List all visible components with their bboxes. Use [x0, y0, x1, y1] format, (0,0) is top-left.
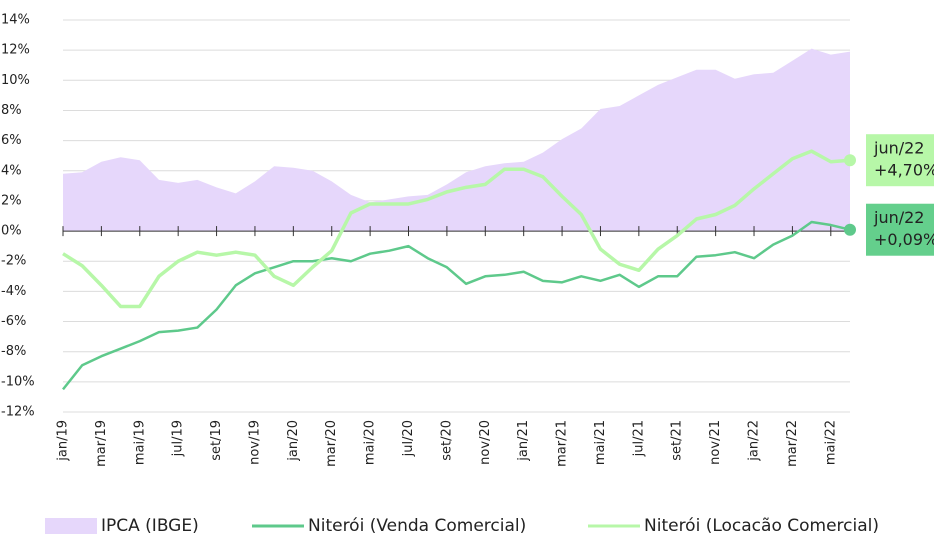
x-tick-label: jul/19	[171, 420, 186, 457]
end-label: +0,09%	[874, 230, 934, 249]
y-tick-label: 12%	[1, 43, 30, 58]
y-tick-label: 6%	[1, 133, 22, 148]
end-point	[844, 223, 856, 236]
y-tick-label: 4%	[1, 163, 22, 178]
y-tick-label: -2%	[1, 254, 26, 269]
y-tick-label: -4%	[1, 284, 26, 299]
x-tick-label: nov/21	[708, 420, 723, 465]
x-tick-label: mai/22	[823, 420, 838, 465]
x-tick-label: nov/19	[247, 420, 262, 465]
legend: IPCA (IBGE) Niterói (Venda Comercial) Nite…	[45, 516, 879, 534]
x-tick-label: set/20	[439, 420, 454, 461]
x-tick-label: mar/21	[555, 420, 570, 467]
end-label: +4,70%	[874, 161, 934, 180]
y-tick-label: -10%	[1, 374, 35, 389]
x-tick-label: jan/19	[56, 420, 71, 462]
x-tick-label: nov/20	[478, 420, 493, 465]
legend-label: IPCA (IBGE)	[101, 516, 199, 534]
x-tick-label: mai/21	[593, 420, 608, 465]
y-tick-label: -12%	[1, 405, 35, 420]
area	[63, 48, 850, 232]
y-tick-label: 10%	[1, 73, 30, 88]
line	[62, 149, 851, 309]
end-label: jun/22	[873, 208, 924, 227]
y-tick-label: -8%	[1, 344, 26, 359]
x-tick-label: mai/19	[132, 420, 147, 465]
x-tick-label: jan/20	[286, 420, 301, 462]
x-tick-label: set/19	[209, 420, 224, 461]
y-tick-label: 14%	[1, 13, 30, 28]
y-tick-label: -6%	[1, 314, 26, 329]
end-point	[844, 154, 856, 167]
x-tick-label: jan/22	[747, 420, 762, 462]
x-tick-label: set/21	[670, 420, 685, 461]
x-tick-label: mar/22	[785, 420, 800, 467]
x-tick-label: jul/20	[401, 420, 416, 457]
end-label-box	[866, 203, 934, 256]
y-tick-label: 0%	[1, 224, 22, 239]
x-tick-label: mai/20	[363, 420, 378, 465]
x-tick-label: mar/20	[324, 420, 339, 467]
end-label-box	[866, 134, 934, 187]
x-tick-label: jan/21	[516, 420, 531, 462]
legend-label: Niterói (Venda Comercial)	[308, 516, 526, 534]
x-tick-label: jul/21	[631, 420, 646, 457]
legend-swatch	[45, 518, 97, 534]
y-tick-label: 8%	[1, 103, 22, 118]
y-tick-label: 2%	[1, 193, 22, 208]
line	[62, 220, 851, 391]
x-tick-label: mar/19	[94, 420, 109, 467]
legend-label: Niterói (Locacão Comercial)	[644, 516, 879, 534]
end-label: jun/22	[873, 139, 924, 158]
